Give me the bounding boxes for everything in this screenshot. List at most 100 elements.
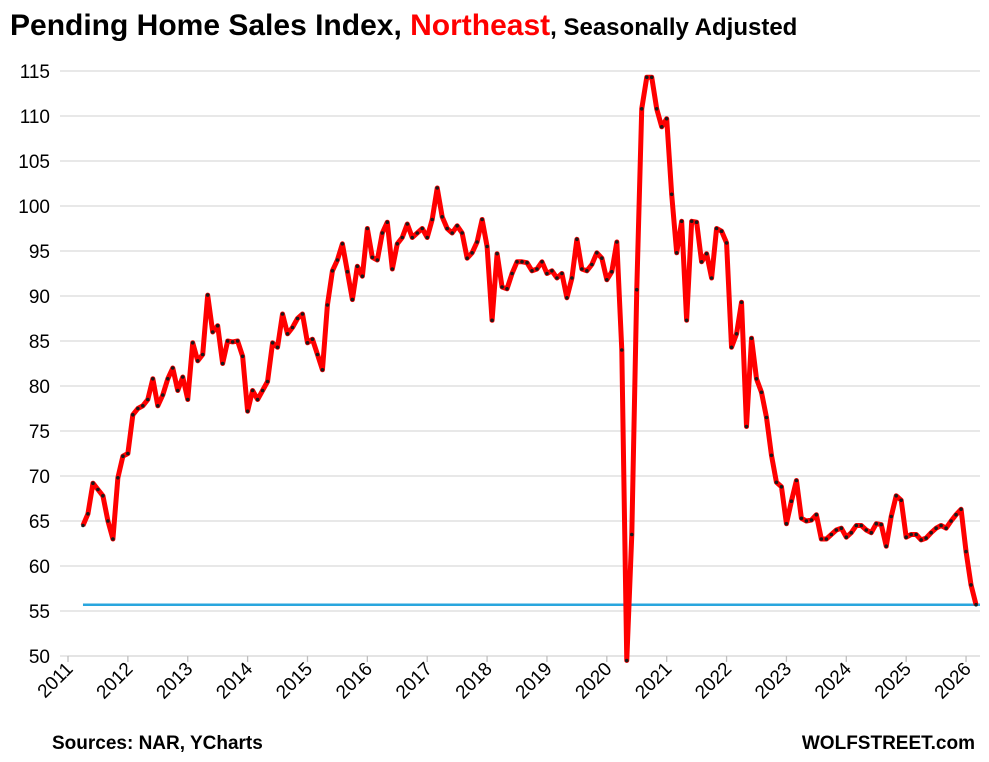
point-marker bbox=[654, 107, 659, 111]
x-tick-label: 2021 bbox=[631, 659, 676, 704]
point-marker bbox=[560, 271, 564, 276]
point-marker bbox=[245, 409, 250, 414]
point-marker bbox=[156, 404, 160, 408]
point-marker bbox=[600, 256, 604, 261]
point-marker bbox=[141, 404, 145, 408]
point-marker bbox=[644, 75, 649, 80]
source-note: Sources: NAR, YCharts bbox=[52, 733, 263, 754]
point-marker bbox=[909, 532, 913, 537]
point-marker bbox=[724, 241, 729, 245]
point-marker bbox=[585, 269, 589, 273]
point-marker bbox=[460, 231, 464, 235]
point-marker bbox=[609, 269, 614, 274]
point-marker bbox=[849, 530, 854, 535]
point-marker bbox=[96, 487, 100, 492]
point-marker bbox=[555, 276, 559, 280]
point-marker bbox=[240, 354, 245, 359]
y-tick-label: 65 bbox=[29, 512, 50, 533]
point-marker bbox=[325, 303, 330, 307]
point-marker bbox=[869, 530, 874, 535]
point-marker bbox=[734, 332, 739, 336]
point-marker bbox=[430, 217, 434, 222]
point-marker bbox=[265, 379, 270, 384]
point-marker bbox=[634, 287, 639, 292]
y-tick-label: 90 bbox=[29, 287, 50, 308]
point-marker bbox=[784, 521, 789, 526]
point-marker bbox=[535, 267, 539, 271]
title-part: , Seasonally Adjusted bbox=[550, 14, 797, 41]
point-marker bbox=[210, 330, 215, 334]
point-marker bbox=[530, 269, 534, 273]
point-marker bbox=[465, 256, 469, 261]
point-marker bbox=[405, 222, 410, 226]
point-marker bbox=[166, 377, 170, 381]
point-marker bbox=[151, 377, 155, 381]
point-marker bbox=[180, 375, 185, 379]
point-marker bbox=[86, 512, 90, 516]
point-marker bbox=[714, 226, 719, 231]
x-tick-label: 2014 bbox=[212, 658, 257, 703]
point-marker bbox=[175, 388, 180, 393]
y-tick-label: 80 bbox=[29, 377, 50, 398]
point-marker bbox=[320, 368, 325, 372]
point-marker bbox=[500, 285, 504, 289]
point-marker bbox=[290, 325, 295, 330]
point-marker bbox=[445, 226, 449, 231]
point-marker bbox=[859, 523, 864, 528]
series-line bbox=[80, 74, 979, 663]
point-marker bbox=[769, 453, 774, 458]
point-marker bbox=[470, 251, 474, 255]
credit: WOLFSTREET.com bbox=[802, 733, 975, 754]
point-marker bbox=[255, 397, 260, 402]
point-marker bbox=[739, 300, 744, 305]
point-marker bbox=[450, 231, 454, 235]
point-marker bbox=[759, 390, 764, 395]
y-tick-label: 115 bbox=[20, 62, 50, 83]
point-marker bbox=[230, 340, 235, 344]
point-marker bbox=[754, 377, 759, 381]
point-marker bbox=[340, 242, 345, 246]
point-marker bbox=[605, 278, 609, 282]
point-marker bbox=[619, 348, 624, 352]
point-marker bbox=[520, 260, 524, 264]
point-marker bbox=[335, 258, 340, 262]
point-marker bbox=[879, 522, 884, 527]
y-tick-label: 105 bbox=[18, 152, 50, 173]
point-marker bbox=[689, 219, 694, 224]
y-tick-label: 100 bbox=[18, 197, 50, 218]
title-part: Northeast bbox=[410, 9, 550, 42]
point-marker bbox=[420, 226, 425, 231]
point-marker bbox=[365, 226, 370, 231]
point-marker bbox=[824, 537, 829, 541]
point-marker bbox=[674, 251, 679, 255]
point-marker bbox=[794, 478, 799, 483]
point-marker bbox=[590, 262, 594, 267]
point-marker bbox=[440, 215, 444, 219]
point-marker bbox=[864, 528, 869, 532]
point-marker bbox=[550, 269, 554, 273]
point-marker bbox=[639, 107, 644, 111]
point-marker bbox=[220, 361, 225, 366]
point-marker bbox=[844, 535, 849, 539]
x-tick-label: 2012 bbox=[93, 659, 138, 704]
point-marker bbox=[495, 251, 499, 256]
y-tick-label: 70 bbox=[29, 467, 50, 488]
point-marker bbox=[709, 276, 714, 280]
point-marker bbox=[949, 519, 953, 523]
point-marker bbox=[510, 271, 514, 276]
x-tick-label: 2026 bbox=[931, 659, 976, 704]
point-marker bbox=[205, 293, 210, 297]
point-marker bbox=[565, 296, 569, 300]
y-tick-label: 95 bbox=[29, 242, 50, 263]
point-marker bbox=[190, 341, 195, 345]
point-marker bbox=[704, 251, 709, 256]
point-marker bbox=[215, 323, 220, 328]
x-tick-label: 2025 bbox=[871, 659, 916, 704]
point-marker bbox=[764, 415, 769, 420]
y-tick-label: 85 bbox=[29, 332, 50, 353]
point-marker bbox=[939, 523, 943, 528]
point-marker bbox=[380, 231, 385, 235]
x-tick-label: 2018 bbox=[452, 659, 497, 704]
point-marker bbox=[904, 535, 908, 539]
point-marker bbox=[595, 251, 599, 255]
